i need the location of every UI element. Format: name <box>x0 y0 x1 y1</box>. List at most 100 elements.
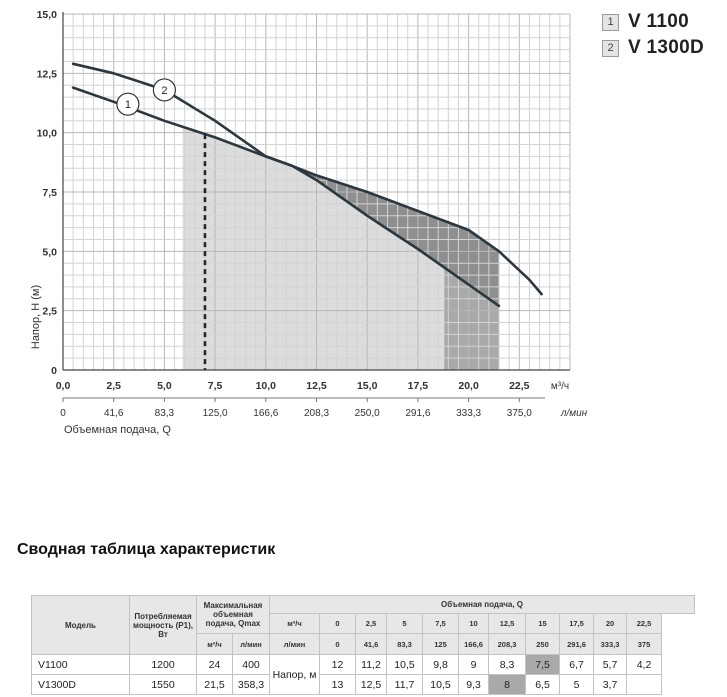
curve-label-1: 1 <box>125 99 131 111</box>
header-flow-m3: 10 <box>458 613 489 634</box>
operating-zone-light <box>182 126 500 371</box>
cell-head-value: 10,5 <box>386 654 423 675</box>
curve-label-2: 2 <box>161 85 167 97</box>
header-flow-m3: 20 <box>593 613 627 634</box>
x2-tick-label: 291,6 <box>405 408 430 419</box>
header-flow: Объемная подача, Q <box>269 595 695 614</box>
x2-tick-label: 333,3 <box>456 408 481 419</box>
header-flow-lmin: 166,6 <box>458 633 489 655</box>
y-tick-label: 15,0 <box>37 9 58 21</box>
header-flow-m3: 17,5 <box>559 613 594 634</box>
header-flow-m3: 15 <box>525 613 560 634</box>
header-flow-lmin: 125 <box>422 633 459 655</box>
header-unit-lmin: л/мин <box>269 633 320 655</box>
x-axis-label: Объемная подача, Q <box>64 424 171 436</box>
cell-head-value: 9 <box>458 654 489 675</box>
curve-label-circle-1 <box>116 92 140 116</box>
header-flow-m3: 22,5 <box>626 613 662 634</box>
x2-tick-label: 250,0 <box>355 408 380 419</box>
header-qmax-lmin: л/мин <box>232 633 270 655</box>
cell-power: 1550 <box>129 674 197 695</box>
legend-label: V 1300D <box>628 37 705 58</box>
cell-head-value: 5,7 <box>593 654 627 675</box>
legend-number: 1 <box>602 13 619 31</box>
x2-tick-label: 375,0 <box>507 408 532 419</box>
chart-grid <box>62 13 571 371</box>
cell-head-value: 11,7 <box>386 674 423 695</box>
x-tick-label: 2,5 <box>106 380 121 392</box>
x2-tick-label: 166,6 <box>253 408 278 419</box>
y-axis-label: Напор, H (м) <box>30 285 42 349</box>
cell-qmax-lmin: 400 <box>232 654 270 675</box>
legend-item-1: 1 V 1100 <box>602 9 704 35</box>
header-flow-lmin: 375 <box>626 633 662 655</box>
y-tick-label: 12,5 <box>37 68 58 80</box>
cell-head-label: Напор, м <box>269 654 320 695</box>
table-row: V1100 1200 24 400 Напор, м 12 11,2 10,5 9,8 9 8,3 7… <box>31 654 695 695</box>
y-tick-label: 10,0 <box>37 128 58 140</box>
operating-zones <box>182 126 500 371</box>
x-tick-label: 15,0 <box>357 380 378 392</box>
x2-tick-label: 83,3 <box>155 408 175 419</box>
x-tick-label: 10,0 <box>256 380 277 392</box>
header-flow-lmin: 291,6 <box>559 633 594 655</box>
x-tick-label: 20,0 <box>458 380 479 392</box>
cell-head-value: 11,2 <box>355 654 387 675</box>
cell-qmax-m3: 21,5 <box>196 674 233 695</box>
y-tick-label: 0 <box>51 365 57 377</box>
cell-head-value: 3,7 <box>593 674 627 695</box>
specs-table: Модель Потребляемая мощность (P1), Вт Ма… <box>31 595 695 695</box>
x-tick-label: 5,0 <box>157 380 172 392</box>
cell-power: 1200 <box>129 654 197 675</box>
header-flow-m3: 7,5 <box>422 613 459 634</box>
x2-unit-lmin: л/мин <box>560 408 588 419</box>
pump-performance-chart: 12 0,0 2,5 5,0 7,5 10,0 12,5 15,0 17,5 20,0 22,50… <box>30 9 588 436</box>
cell-head-value: 12 <box>319 654 356 675</box>
cell-head-value: 7,5 <box>525 654 560 675</box>
header-flow-lmin: 250 <box>525 633 560 655</box>
cell-head-value: 4,2 <box>626 654 662 675</box>
x-tick-label: 12,5 <box>306 380 327 392</box>
cell-head-value: 8 <box>488 674 526 695</box>
curve-label-circle-2 <box>152 78 176 102</box>
table-title: Сводная таблица характеристик <box>17 541 276 558</box>
legend-item-2: 2 V 1300D <box>602 35 704 61</box>
cell-model: V1300D <box>31 674 130 695</box>
header-flow-m3: 12,5 <box>488 613 526 634</box>
x-tick-label: 22,5 <box>509 380 530 392</box>
header-power: Потребляемая мощность (P1), Вт <box>129 595 197 655</box>
cell-qmax-lmin: 358,3 <box>232 674 270 695</box>
x2-tick-label: 0 <box>60 408 66 419</box>
operating-zone-dark <box>444 267 500 370</box>
header-flow-m3: 2,5 <box>355 613 387 634</box>
header-qmax-m3: м³/ч <box>196 633 233 655</box>
header-flow-lmin: 208,3 <box>488 633 526 655</box>
cell-head-value: 12,5 <box>355 674 387 695</box>
cell-head-value: 9,3 <box>458 674 489 695</box>
header-flow-m3: 5 <box>386 613 423 634</box>
cell-head-value: 9,8 <box>422 654 459 675</box>
cell-head-value: 10,5 <box>422 674 459 695</box>
x-unit-m3: м³/ч <box>551 381 569 392</box>
cell-head-value: 6,7 <box>559 654 594 675</box>
cell-qmax-m3: 24 <box>196 654 233 675</box>
cell-head-value: 8,3 <box>488 654 526 675</box>
header-qmax: Максимальная объемная подача, Qmax <box>196 595 270 634</box>
y-tick-label: 2,5 <box>42 306 57 318</box>
header-unit-m3: м³/ч <box>269 613 320 634</box>
y-tick-label: 7,5 <box>42 187 57 199</box>
x-tick-label: 17,5 <box>408 380 429 392</box>
table-row: V1300D 1550 21,5 358,3 13 12,5 11,7 10,5 9,3 8 6,5… <box>31 674 695 695</box>
x-tick-label: 0,0 <box>56 380 71 392</box>
legend-label: V 1100 <box>628 11 689 32</box>
chart-axes <box>62 12 570 399</box>
header-flow-lmin: 333,3 <box>593 633 627 655</box>
cell-head-value: 13 <box>319 674 356 695</box>
curves: 12 <box>71 62 543 370</box>
cell-head-value: 5 <box>559 674 594 695</box>
y-tick-label: 5,0 <box>42 246 57 258</box>
legend-number: 2 <box>602 39 619 57</box>
curve-band <box>292 165 500 306</box>
cell-model: V1100 <box>31 654 130 675</box>
header-flow-lmin: 41,6 <box>355 633 387 655</box>
